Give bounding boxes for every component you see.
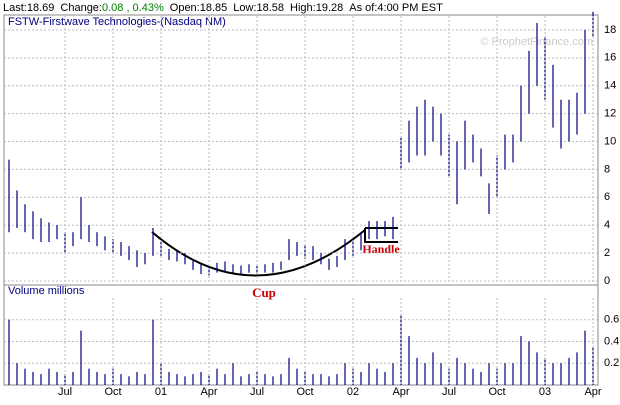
cup-label: Cup (252, 285, 276, 300)
header-value: 0.08 , 0.43% (102, 2, 164, 14)
x-tick-label: Oct (104, 386, 121, 398)
header-value: 18.85 (200, 2, 228, 14)
y-tick-label: 6 (604, 191, 610, 203)
y-tick-label: 8 (604, 163, 610, 175)
header-label: Last: (3, 2, 27, 14)
x-tick-label: Apr (584, 386, 601, 398)
x-tick-label: Apr (200, 386, 217, 398)
x-tick-label: Oct (296, 386, 313, 398)
x-tick-label: Jul (442, 386, 456, 398)
header-value: 18.58 (257, 2, 285, 14)
y-tick-label: 10 (604, 135, 616, 147)
header-value: 19.28 (316, 2, 344, 14)
volume-panel (3, 284, 599, 386)
x-tick-label: 01 (155, 386, 167, 398)
y-tick-label: 4 (604, 219, 610, 231)
x-tick-label: Oct (488, 386, 505, 398)
x-tick-label: 02 (347, 386, 359, 398)
y-tick-label: 0.4 (604, 335, 619, 347)
volume-title: Volume millions (8, 285, 85, 297)
header-value: 4:00 PM EST (377, 2, 443, 14)
x-tick-label: Jul (250, 386, 264, 398)
cup-curve (151, 229, 366, 277)
chart-title: FSTW-Firstwave Technologies-(Nasdaq NM) (8, 16, 226, 28)
y-tick-label: 12 (604, 108, 616, 120)
x-tick-label: 03 (539, 386, 551, 398)
header-label: Change: (60, 2, 102, 14)
header-label: Open: (170, 2, 200, 14)
header-value: 18.69 (27, 2, 55, 14)
y-tick-label: 14 (604, 80, 616, 92)
header-label: High: (290, 2, 316, 14)
y-tick-label: 16 (604, 52, 616, 64)
handle-label: Handle (362, 242, 400, 256)
x-tick-label: Apr (392, 386, 409, 398)
header: Last:18.69 Change:0.08 , 0.43% Open:18.85 L… (3, 2, 443, 14)
y-tick-label: 0.6 (604, 314, 619, 326)
header-text: Last:18.69 Change:0.08 , 0.43% Open:18.85 L… (3, 2, 443, 14)
y-tick-label: 0.2 (604, 357, 619, 369)
x-tick-label: Jul (58, 386, 72, 398)
price-panel (3, 14, 599, 288)
y-tick-label: 2 (604, 247, 610, 259)
y-tick-label: 0 (604, 275, 610, 287)
header-label: As of: (349, 2, 377, 14)
header-label: Low: (233, 2, 256, 14)
y-tick-label: 18 (604, 24, 616, 36)
